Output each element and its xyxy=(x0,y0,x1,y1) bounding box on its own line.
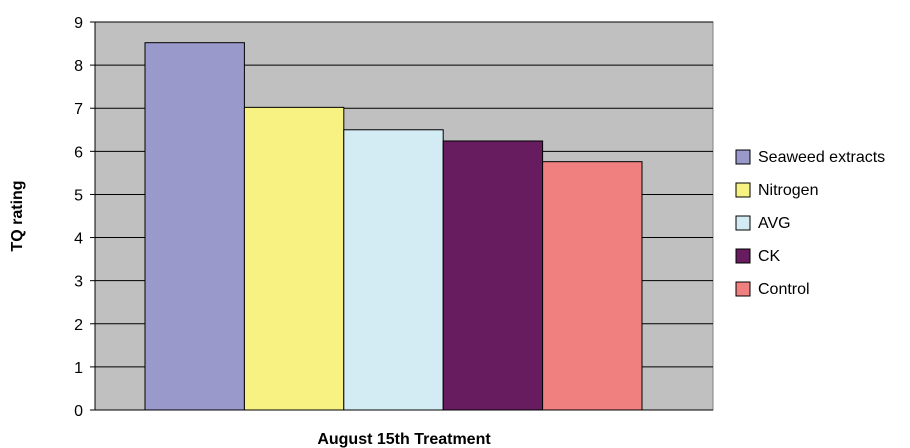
y-tick-label: 6 xyxy=(74,144,83,161)
x-axis-label: August 15th Treatment xyxy=(317,431,491,448)
bar-nitrogen xyxy=(243,106,345,411)
bar-ck xyxy=(442,140,544,411)
y-axis-label: TQ rating xyxy=(9,180,26,251)
bar-avg xyxy=(343,129,444,411)
y-tick-label: 8 xyxy=(74,58,83,75)
legend-swatch xyxy=(735,182,751,198)
legend-label: Seaweed extracts xyxy=(758,149,885,166)
y-tick-label: 2 xyxy=(74,317,83,334)
y-tick-label: 0 xyxy=(74,403,83,420)
y-tick-label: 5 xyxy=(74,187,83,204)
y-tick-label: 4 xyxy=(74,231,83,248)
legend-swatch xyxy=(735,149,751,165)
legend-label: Nitrogen xyxy=(758,182,818,199)
legend-label: Control xyxy=(758,281,810,298)
y-tick-label: 9 xyxy=(74,15,83,32)
bar-seaweed-extracts xyxy=(144,42,245,411)
y-tick-labels: 0 1 2 3 4 5 6 7 8 9 xyxy=(74,15,95,420)
y-tick-label: 3 xyxy=(74,274,83,291)
y-tick-label: 1 xyxy=(74,360,83,377)
legend: Seaweed extracts Nitrogen AVG CK Control xyxy=(735,149,885,298)
legend-label: AVG xyxy=(758,215,791,232)
bar-control xyxy=(542,161,643,411)
y-tick-label: 7 xyxy=(74,101,83,118)
legend-swatch xyxy=(735,281,751,297)
legend-swatch xyxy=(735,248,751,264)
legend-swatch xyxy=(735,215,751,231)
bars xyxy=(144,42,643,411)
legend-label: CK xyxy=(758,248,781,265)
